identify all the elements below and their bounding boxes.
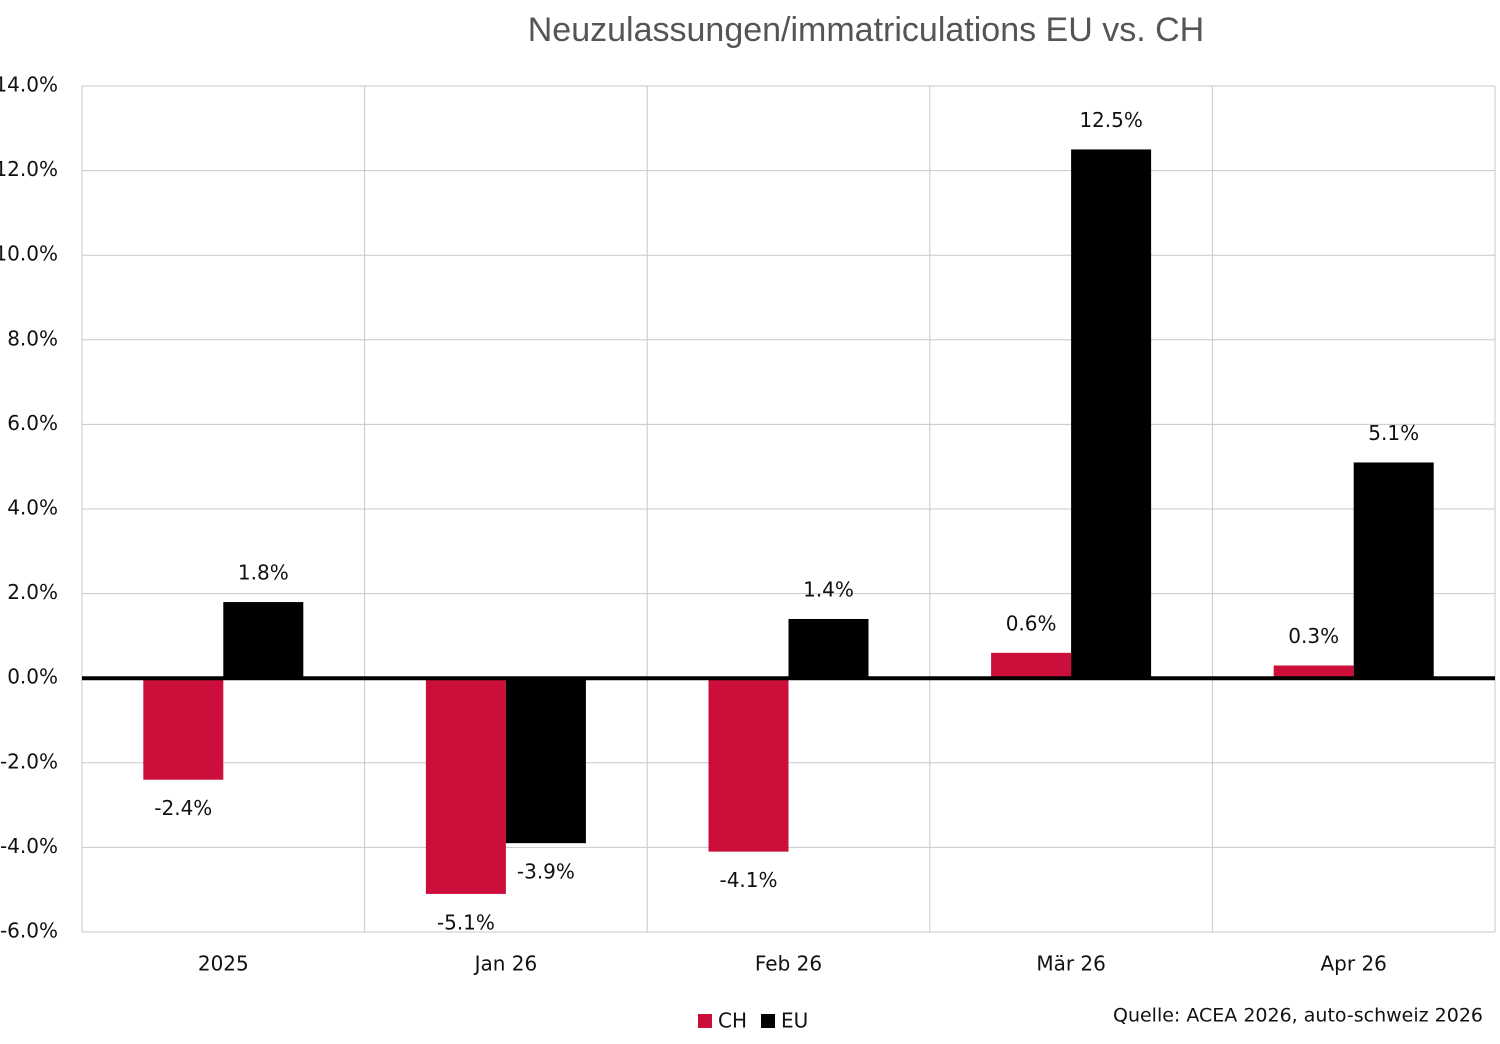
legend-label: EU bbox=[781, 1009, 808, 1033]
value-label: 0.6% bbox=[1006, 611, 1057, 635]
y-tick-label: 12.0% bbox=[0, 157, 58, 181]
y-tick-label: -2.0% bbox=[0, 749, 58, 773]
value-label: 1.8% bbox=[238, 561, 289, 585]
x-tick-label: Feb 26 bbox=[755, 952, 822, 976]
value-label: -3.9% bbox=[517, 860, 575, 884]
legend-label: CH bbox=[718, 1009, 747, 1033]
x-tick-label: Jan 26 bbox=[473, 952, 538, 976]
value-label: -4.1% bbox=[719, 868, 777, 892]
y-tick-label: 4.0% bbox=[7, 496, 58, 520]
bar bbox=[143, 678, 224, 780]
value-label: 0.3% bbox=[1288, 624, 1339, 648]
y-tick-label: 0.0% bbox=[7, 665, 58, 689]
legend-swatch bbox=[761, 1014, 776, 1028]
y-tick-label: 10.0% bbox=[0, 242, 58, 266]
bar bbox=[1273, 665, 1354, 679]
y-tick-label: 2.0% bbox=[7, 580, 58, 604]
bar bbox=[505, 678, 586, 844]
bar bbox=[991, 652, 1072, 679]
y-tick-label: 8.0% bbox=[7, 326, 58, 350]
legend-swatch bbox=[698, 1014, 712, 1028]
value-label: 5.1% bbox=[1368, 421, 1419, 445]
chart-title: Neuzulassungen/immatriculations EU vs. C… bbox=[528, 11, 1204, 49]
value-label: 1.4% bbox=[803, 577, 854, 601]
bar bbox=[1353, 462, 1434, 679]
x-tick-label: Apr 26 bbox=[1320, 952, 1386, 976]
value-label: -2.4% bbox=[154, 796, 212, 820]
y-tick-label: 6.0% bbox=[7, 411, 58, 435]
bar bbox=[788, 618, 869, 679]
source-note: Quelle: ACEA 2026, auto-schweiz 2026 bbox=[1113, 1005, 1483, 1027]
x-tick-label: 2025 bbox=[198, 952, 249, 976]
y-tick-label: -4.0% bbox=[0, 834, 58, 858]
y-tick-label: 14.0% bbox=[0, 73, 58, 97]
y-tick-label: -6.0% bbox=[0, 919, 58, 943]
bar bbox=[708, 678, 789, 852]
x-tick-label: Mär 26 bbox=[1036, 952, 1106, 976]
value-label: 12.5% bbox=[1079, 108, 1143, 132]
bar bbox=[1071, 149, 1152, 679]
bar bbox=[223, 602, 304, 679]
value-label: -5.1% bbox=[437, 910, 495, 934]
bar bbox=[425, 678, 506, 894]
